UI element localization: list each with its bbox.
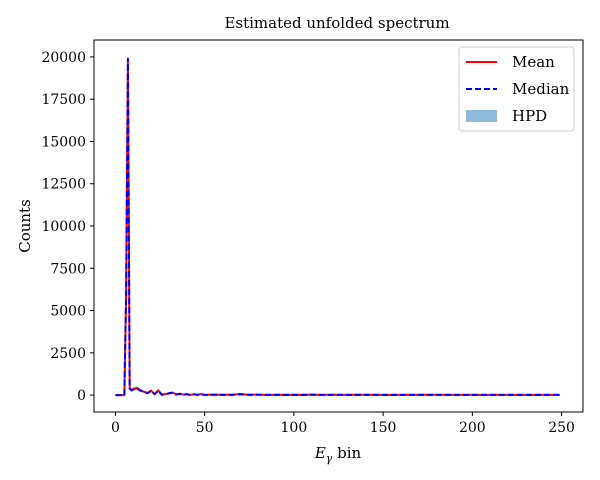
x-axis-label-subscript: γ xyxy=(326,452,333,465)
y-tick-label: 20000 xyxy=(41,50,86,66)
x-tick-label: 150 xyxy=(370,420,397,436)
legend-label-hpd: HPD xyxy=(512,107,547,125)
x-axis-label-rest: bin xyxy=(332,444,361,462)
x-tick-label: 100 xyxy=(281,420,308,436)
y-tick-label: 12500 xyxy=(41,177,86,193)
legend-label-mean: Mean xyxy=(512,53,555,71)
x-axis-label: Eγ bin xyxy=(314,444,362,465)
y-tick-label: 17500 xyxy=(41,92,86,108)
y-axis-label: Counts xyxy=(16,199,34,253)
y-axis: 0 2500 5000 7500 10000 12500 15000 17500 20000 xyxy=(41,50,94,404)
y-tick-label: 15000 xyxy=(41,134,86,150)
y-tick-label: 7500 xyxy=(50,261,86,277)
legend-label-median: Median xyxy=(512,80,570,98)
x-axis-label-main: E xyxy=(314,444,326,462)
series-median-line xyxy=(115,57,560,397)
x-tick-label: 50 xyxy=(196,420,214,436)
x-tick-label: 250 xyxy=(548,420,575,436)
legend: Mean Median HPD xyxy=(458,46,575,132)
chart-title: Estimated unfolded spectrum xyxy=(224,14,449,32)
legend-swatch-hpd xyxy=(466,110,497,122)
y-tick-label: 2500 xyxy=(50,346,86,362)
series-layer xyxy=(115,53,560,397)
x-axis: 0 50 100 150 200 250 xyxy=(111,412,575,436)
y-tick-label: 5000 xyxy=(50,304,86,320)
y-tick-label: 10000 xyxy=(41,219,86,235)
x-tick-label: 0 xyxy=(111,420,120,436)
x-tick-label: 200 xyxy=(459,420,486,436)
y-tick-label: 0 xyxy=(77,388,86,404)
